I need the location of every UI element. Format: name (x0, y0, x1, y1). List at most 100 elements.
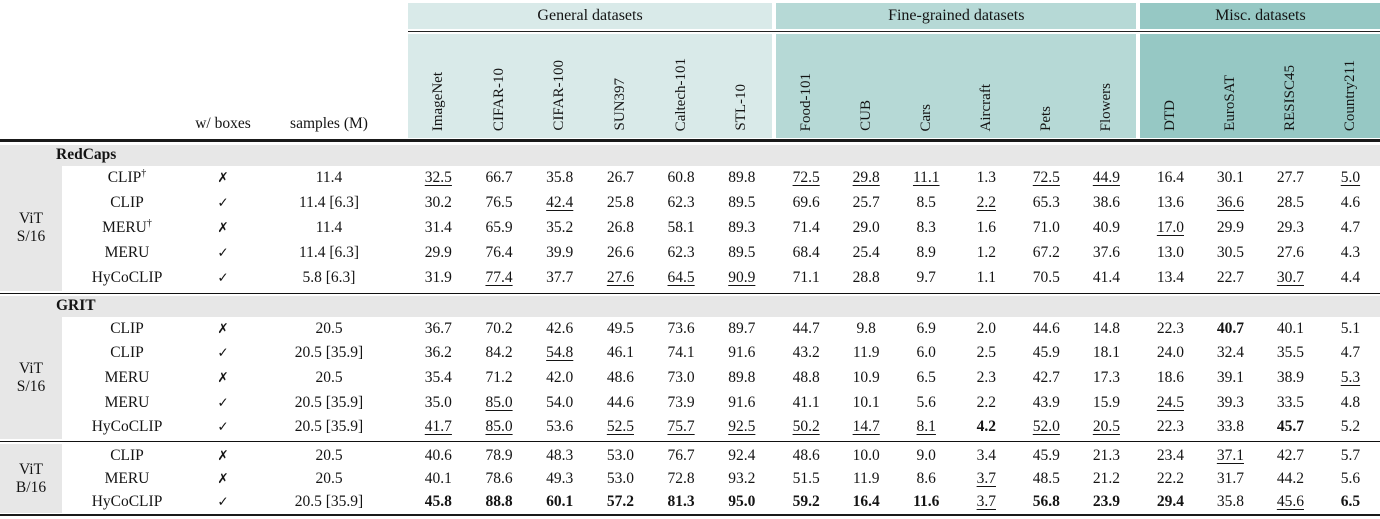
score-value: 65.9 (485, 219, 513, 236)
table-row: HyCoCLIP ✓ 20.5 [35.9] 41.7 85.0 53.6 52.5 75.7… (0, 415, 1380, 440)
score-value: 54.8 (546, 344, 574, 362)
column-header-label: CIFAR-100 (551, 60, 568, 131)
score-cell: 44.2 (1260, 470, 1320, 488)
score-cell: 5.6 (896, 394, 956, 412)
score-cell: 6.5 (896, 369, 956, 387)
score-value: 11.1 (912, 169, 940, 186)
score-value: 62.3 (667, 194, 695, 211)
score-value: 21.2 (1092, 469, 1120, 487)
score-cell: 18.6 (1140, 369, 1200, 387)
score-cell: 33.8 (1200, 418, 1260, 436)
score-value: 35.8 (546, 169, 574, 186)
score-value: 52.0 (1032, 418, 1060, 436)
score-value: 35.0 (424, 393, 452, 411)
header-rule (0, 139, 1380, 142)
score-cell: 40.1 (1260, 320, 1320, 338)
score-cell: 36.7 (408, 320, 469, 338)
score-value: 44.9 (1092, 169, 1120, 186)
score-value: 16.4 (1156, 169, 1184, 186)
score-value: 37.6 (1092, 244, 1120, 261)
score-value: 40.9 (1092, 219, 1120, 236)
score-value: 78.9 (485, 446, 513, 464)
score-cell: 4.2 (956, 418, 1016, 436)
score-value: 18.6 (1156, 368, 1184, 386)
check-icon: ✓ (217, 493, 229, 510)
score-value: 25.7 (852, 194, 880, 211)
score-cell: 33.5 (1260, 394, 1320, 412)
score-cell: 49.5 (590, 320, 651, 338)
score-value: 9.0 (916, 446, 936, 464)
score-cell: 45.9 (1016, 447, 1076, 465)
score-cell: 5.7 (1320, 447, 1380, 465)
column-header-flowers: Flowers (1076, 34, 1137, 138)
score-value: 10.1 (852, 393, 880, 411)
score-cell: 27.6 (590, 269, 651, 287)
score-value: 52.5 (606, 418, 634, 436)
score-cell: 22.2 (1140, 470, 1200, 488)
score-value: 54.0 (546, 393, 574, 411)
score-value: 44.6 (606, 393, 634, 411)
column-header-food-101: Food-101 (776, 34, 837, 138)
column-header-cub: CUB (836, 34, 897, 138)
score-value: 56.8 (1032, 492, 1060, 510)
group-band-rule-row (0, 29, 1380, 34)
score-value: 26.8 (606, 219, 634, 236)
score-cell: 89.8 (711, 169, 772, 187)
score-cell: 35.0 (408, 394, 469, 412)
score-cell: 41.7 (408, 418, 469, 436)
score-value: 18.1 (1092, 344, 1120, 362)
vit-label: ViT S/16 (0, 165, 62, 291)
score-value: 1.3 (976, 169, 996, 186)
score-cell: 1.1 (956, 269, 1016, 287)
score-cell: 58.1 (651, 219, 712, 237)
score-value: 27.6 (1276, 244, 1304, 261)
score-value: 73.9 (667, 393, 695, 411)
score-cell: 8.9 (896, 244, 956, 262)
score-value: 51.5 (792, 469, 820, 487)
dagger-mark: † (141, 167, 147, 179)
score-cell: 31.4 (408, 219, 469, 237)
score-cell: 45.8 (408, 493, 469, 511)
score-cell: 3.4 (956, 447, 1016, 465)
column-header-aircraft: Aircraft (956, 34, 1017, 138)
score-cell: 25.8 (590, 194, 651, 212)
score-cell: 24.0 (1140, 344, 1200, 362)
score-value: 67.2 (1032, 244, 1060, 261)
section-title-row: RedCaps (0, 144, 1380, 166)
score-cell: 22.3 (1140, 418, 1200, 436)
score-value: 73.0 (667, 368, 695, 386)
score-value: 25.4 (852, 244, 880, 261)
score-cell: 41.1 (776, 394, 836, 412)
score-cell: 10.1 (836, 394, 896, 412)
samples-value: 11.4 (315, 219, 343, 236)
score-value: 10.0 (852, 446, 880, 464)
score-cell: 85.0 (469, 418, 530, 436)
score-cell: 1.3 (956, 169, 1016, 187)
vit-label-line: ViT (18, 461, 44, 479)
samples-value: 20.5 (315, 368, 343, 386)
score-cell: 60.8 (651, 169, 712, 187)
score-value: 89.7 (728, 319, 756, 337)
column-header-label: STL-10 (733, 84, 750, 131)
section-title-row: GRIT (0, 295, 1380, 317)
column-header-imagenet: ImageNet (408, 34, 469, 138)
check-icon: ✓ (217, 245, 229, 261)
score-cell: 6.5 (1320, 493, 1380, 511)
score-cell: 15.9 (1076, 394, 1136, 412)
score-cell: 37.1 (1200, 447, 1260, 465)
model-name: MERU (104, 393, 150, 411)
score-value: 8.9 (916, 244, 936, 261)
score-cell: 65.3 (1016, 194, 1076, 212)
score-value: 15.9 (1092, 393, 1120, 411)
score-cell: 41.4 (1076, 269, 1136, 287)
score-value: 53.6 (546, 418, 574, 436)
section-body: ViT S/16 CLIP ✗ 20.5 36.7 70.2 42.6 49.5 73.6 89.7… (0, 316, 1380, 440)
score-value: 27.6 (606, 269, 634, 286)
score-cell: 40.9 (1076, 219, 1136, 237)
column-header-eurosat: EuroSAT (1200, 34, 1261, 138)
score-value: 2.3 (976, 368, 996, 386)
score-cell: 5.2 (1320, 418, 1380, 436)
score-cell: 2.2 (956, 394, 1016, 412)
cross-icon: ✗ (217, 170, 229, 186)
column-header-label: Aircraft (977, 83, 994, 131)
